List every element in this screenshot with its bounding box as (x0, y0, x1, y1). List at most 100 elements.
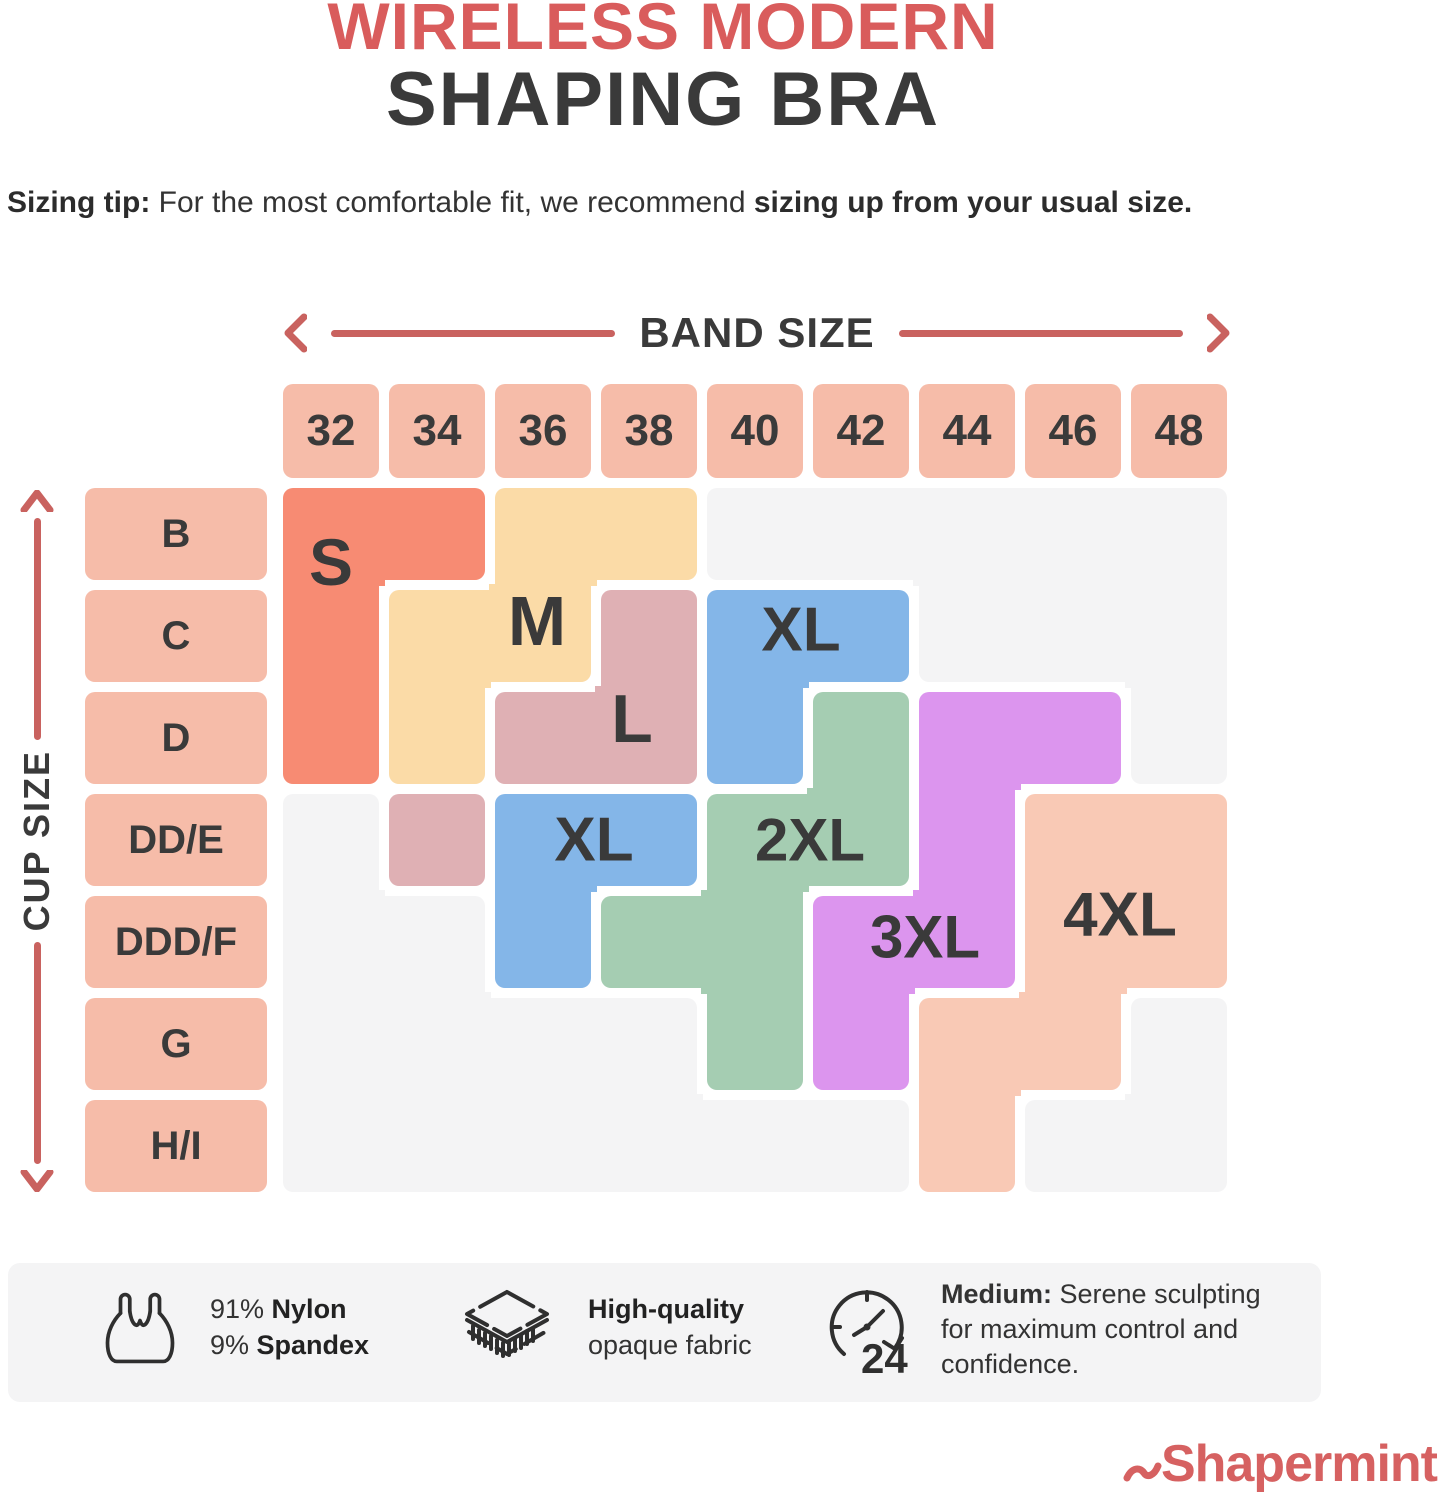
feature-bar (8, 1263, 1321, 1402)
band-size-cell-32: 32 (283, 384, 379, 478)
size-region-cell-L (601, 590, 697, 688)
band-size-cell-48: 48 (1131, 384, 1227, 478)
sizing-tip-lead: Sizing tip: (7, 186, 151, 219)
band-size-axis: BAND SIZE (283, 309, 1231, 356)
size-region-cell-empty (1125, 584, 1227, 688)
size-region-cell-M (389, 590, 491, 688)
logo-swash-icon (1123, 1462, 1162, 1482)
size-region-cell-empty (1125, 488, 1227, 586)
size-region-cell-4XL (919, 998, 1021, 1096)
size-region-cell-L (595, 686, 697, 784)
shapermint-logo: Shapermint (1100, 1435, 1438, 1493)
size-region-cell-XL-lower (495, 794, 597, 892)
feature-fabric-text: High-quality opaque fabric (588, 1291, 752, 1363)
size-region-cell-3XL (919, 788, 1015, 892)
feature-material-text: 91% Nylon 9% Spandex (210, 1291, 369, 1363)
size-region-cell-empty (595, 998, 697, 1096)
band-size-cell-46: 46 (1025, 384, 1121, 478)
size-region-cell-XL-upper (707, 686, 803, 784)
size-region-cell-empty (913, 488, 1021, 586)
cup-size-cell-H-I: H/I (85, 1100, 267, 1192)
band-size-cell-40: 40 (707, 384, 803, 478)
size-label-2XL: 2XL (754, 806, 866, 874)
size-region-cell-4XL (1125, 890, 1227, 988)
size-region-cell-XL-lower (495, 890, 591, 988)
size-region-cell-2XL (707, 992, 803, 1090)
fabric-layers-icon (465, 1290, 549, 1358)
size-region-cell-empty (701, 1100, 809, 1192)
band-size-cell-38: 38 (601, 384, 697, 478)
size-region-cell-M (595, 488, 697, 580)
size-region-cell-empty (283, 992, 385, 1096)
size-region-cell-3XL (813, 896, 915, 994)
sizing-tip: Sizing tip: For the most comfortable fit… (7, 186, 1337, 220)
feature-control-text: Medium: Serene sculpting for maximum con… (941, 1279, 1261, 1379)
size-region-cell-empty (489, 1094, 597, 1192)
arrow-down-icon (20, 1170, 54, 1192)
band-size-cell-44: 44 (919, 384, 1015, 478)
arrow-left-icon (284, 313, 307, 353)
size-region-cell-empty (283, 794, 379, 892)
cup-size-cell-G: G (85, 998, 267, 1090)
cup-size-cell-C: C (85, 590, 267, 682)
cup-axis-line-top (33, 518, 41, 741)
size-label-S: S (308, 525, 354, 599)
size-region-cell-empty (283, 890, 385, 994)
size-region-cell-2XL (601, 896, 703, 988)
size-region-cell-empty (489, 998, 597, 1096)
size-region-cell-M (489, 584, 591, 682)
size-region-cell-empty (595, 1094, 703, 1192)
cup-size-cell-B: B (85, 488, 267, 580)
size-region-cell-empty (1131, 686, 1227, 784)
arrow-up-icon (20, 490, 54, 512)
band-size-cell-42: 42 (813, 384, 909, 478)
size-region-cell-M (389, 686, 485, 784)
size-region-cell-empty (1019, 584, 1127, 682)
page-title: WIRELESS MODERN SHAPING BRA (0, 0, 1326, 142)
feature-material-line-1: 91% Nylon (210, 1294, 347, 1324)
size-region-cell-empty (807, 488, 915, 580)
logo-wordmark: Shapermint (1160, 1435, 1438, 1493)
size-region-cell-empty (707, 488, 809, 580)
arrow-right-icon (1207, 313, 1230, 353)
feature-fabric-line-1: High-quality (588, 1294, 744, 1324)
size-region-cell-L (389, 794, 485, 886)
clock-24-icon: 24 (829, 1290, 908, 1379)
size-region-cell-3XL (813, 992, 909, 1090)
band-axis-line-right (898, 329, 1184, 337)
feature-material-line-2: 9% Spandex (210, 1330, 370, 1360)
size-label-M: M (507, 582, 567, 660)
size-region-cell-S (283, 488, 385, 586)
size-region-cell-XL-upper (707, 590, 809, 688)
band-axis-label: BAND SIZE (639, 309, 875, 356)
size-region-cell-XL-upper (807, 590, 909, 682)
cup-size-cell-DD-E: DD/E (85, 794, 267, 886)
cup-size-cell-D: D (85, 692, 267, 784)
size-region-cell-XL-lower (595, 794, 697, 886)
size-region-cell-empty (919, 584, 1021, 682)
cup-size-axis: CUP SIZE (16, 490, 58, 1192)
size-region-cell-M (495, 488, 597, 586)
size-region-cell-4XL (1125, 794, 1227, 892)
size-region-cell-empty (1025, 1100, 1127, 1192)
feature-fabric-line-2: opaque fabric (588, 1330, 752, 1360)
size-region-cell-empty (383, 1094, 491, 1192)
size-region-cell-4XL (1019, 992, 1121, 1090)
size-region-cell-4XL (1025, 794, 1127, 892)
size-region-cell-empty (283, 1094, 385, 1192)
title-line-1: WIRELESS MODERN (327, 0, 999, 63)
size-region-cell-3XL (1019, 692, 1121, 784)
title-line-2: SHAPING BRA (385, 57, 941, 142)
size-region-cell-S (283, 686, 379, 784)
size-label-XL-lower: XL (554, 805, 634, 875)
size-label-L: L (611, 681, 653, 757)
cup-size-cell-DDD-F: DDD/F (85, 896, 267, 988)
size-region-cell-empty (1131, 998, 1227, 1096)
cup-axis-line-bottom (33, 941, 41, 1164)
size-label-XL-upper: XL (761, 595, 841, 665)
size-region-cell-L (495, 692, 597, 784)
size-region-cell-S (283, 584, 379, 688)
size-region-cell-3XL (919, 692, 1021, 790)
